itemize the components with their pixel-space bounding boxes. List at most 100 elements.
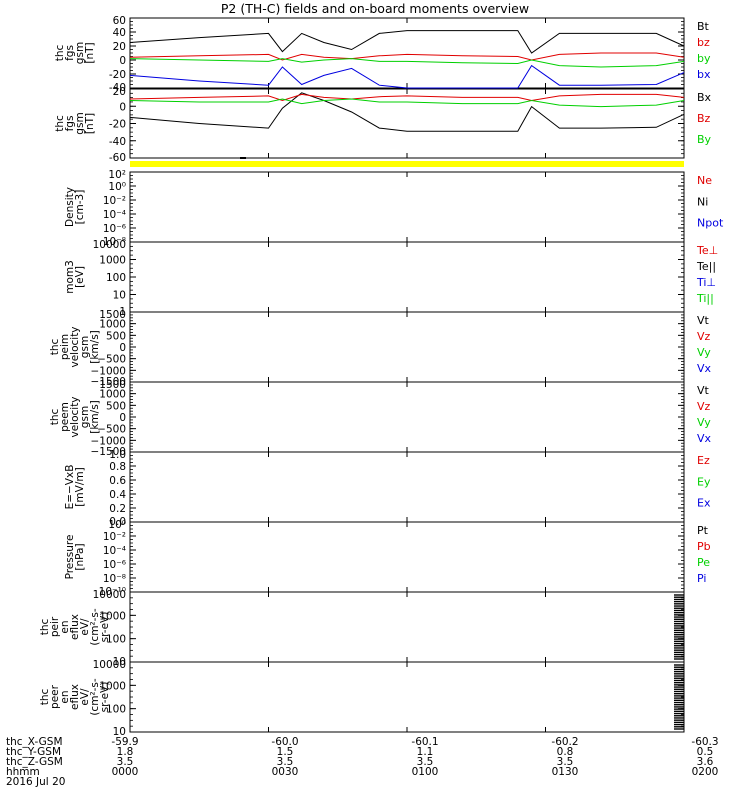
legend-ti⊥: Ti⊥ [696,276,716,289]
legend-vz: Vz [697,400,711,413]
y-axis-label-line: thc [49,339,61,356]
y-axis-label-line: eflux [69,684,81,710]
panel-frame-3 [129,171,685,243]
y-axis-label: mom3[eV] [64,260,86,294]
y-axis-label-line: peem [59,402,71,432]
footer-value: 0130 [551,766,579,778]
y-axis-label-line: [nT] [84,113,96,134]
y-axis-label-line: sr-eV) [99,612,111,643]
footer-value: 0000 [111,766,139,778]
legend-ni: Ni [697,195,708,208]
y-tick-label: 100 [106,272,126,284]
y-tick-label: 10⁻⁸ [103,236,126,248]
series-bx-line [129,92,685,132]
panel-frame-2 [129,88,685,159]
y-tick-label: 10⁻⁶ [103,223,126,235]
y-tick-label: 1000 [99,610,126,622]
y-tick-label: 10⁻² [103,531,126,543]
y-axis-label-line: eV/ [79,688,91,706]
y-tick-label: 0 [119,55,126,67]
y-tick-label: 1000 [99,319,126,331]
panel-frame-8 [129,521,685,593]
y-axis-label-line: [km/s] [89,400,101,434]
y-axis-label-line: en [59,620,71,633]
y-tick-label: 10000 [93,659,126,671]
y-axis-label-line: sr-eV) [99,682,111,713]
legend-pe: Pe [697,556,710,569]
y-axis-label-line: [cm-3] [74,190,86,225]
y-axis-label-line: eflux [69,614,81,640]
footer-date: 2016 Jul 20 [6,776,66,788]
legend-ey: Ey [697,475,711,488]
status-bar [130,161,684,167]
y-axis-label-line: Density [64,187,76,227]
legend-bz: Bz [697,112,711,125]
footer-value: 3.5 [116,756,134,768]
legend-by: by [697,52,711,65]
y-axis-label-line: [eV] [74,266,86,288]
y-tick-label: 10 [113,726,126,737]
y-axis-label-line: (cm²-s- [89,678,101,716]
legend-ez: Ez [697,454,710,467]
footer-value: -60.2 [551,736,579,748]
series-bz-line [129,93,685,102]
legend-vy: Vy [697,416,711,429]
y-tick-label: 10⁻² [103,195,126,207]
y-tick-label: -20 [109,119,126,131]
y-tick-label: 0 [119,342,126,354]
y-tick-label: 10⁻⁶ [103,559,126,571]
y-tick-label: 0.4 [109,489,126,501]
y-axis-label: Pressure[nPa] [64,535,86,580]
legend-by: By [697,133,712,146]
y-axis-label-line: gsm [74,42,86,64]
y-tick-label: -40 [109,82,126,94]
y-axis-label-line: velocity [69,326,81,367]
y-tick-label: 100 [106,634,126,646]
footer-row: thc_Z-GSM 3.5 3.5 3.5 3.5 3.6 [6,757,713,768]
legend-te||: Te|| [696,260,716,273]
y-axis-label-line: Pressure [64,535,76,580]
y-tick-label: 100 [106,704,126,716]
y-tick-label: -20 [109,69,126,81]
y-tick-label: −1000 [90,435,126,447]
footer-value: -59.9 [111,736,139,748]
y-tick-label: 0 [119,101,126,113]
y-tick-label: 40 [113,27,126,39]
y-tick-label: 10⁻⁸ [103,573,126,585]
series-bz-line [129,52,685,61]
legend-bx: Bx [697,91,712,104]
footer-value: 3.6 [696,756,714,768]
panel-frame-7 [129,451,685,523]
legend-pi: Pi [697,572,706,585]
legend-vz: Vz [697,330,711,343]
y-tick-label: 1000 [99,389,126,401]
legend-bx: bx [697,68,711,81]
y-tick-label: 0 [119,412,126,424]
legend-vt: Vt [697,384,710,397]
y-tick-label: −1500 [90,376,126,388]
footer-value: 3.5 [416,756,434,768]
y-tick-label: −500 [97,354,126,366]
y-tick-label: 10⁻⁴ [103,209,126,221]
footer-row: thc_X-GSM -59.9 -60.0 -60.1 -60.2 -60.3 [6,737,719,748]
y-tick-label: 1500 [99,309,126,321]
panel-frame-4 [129,241,685,313]
y-tick-label: 10⁻¹⁰ [99,586,126,598]
legend-ne: Ne [697,174,712,187]
footer-value: 0030 [271,766,299,778]
footer-value: -60.1 [411,736,439,748]
y-tick-label: −500 [97,424,126,436]
footer-value: 1.5 [276,746,294,758]
y-tick-label: 1500 [99,379,126,391]
y-axis-label-line: gsm [79,406,91,428]
footer-value: 3.5 [556,756,574,768]
panel-frame-9 [129,591,685,663]
footer-row-label: thc_Y-GSM [6,746,61,758]
y-tick-label: 60 [113,15,126,27]
series-bt-line [129,30,685,54]
y-tick-label: 1.0 [109,449,126,461]
y-tick-label: −1000 [90,365,126,377]
y-axis-label-line: [mV/m] [74,467,86,506]
